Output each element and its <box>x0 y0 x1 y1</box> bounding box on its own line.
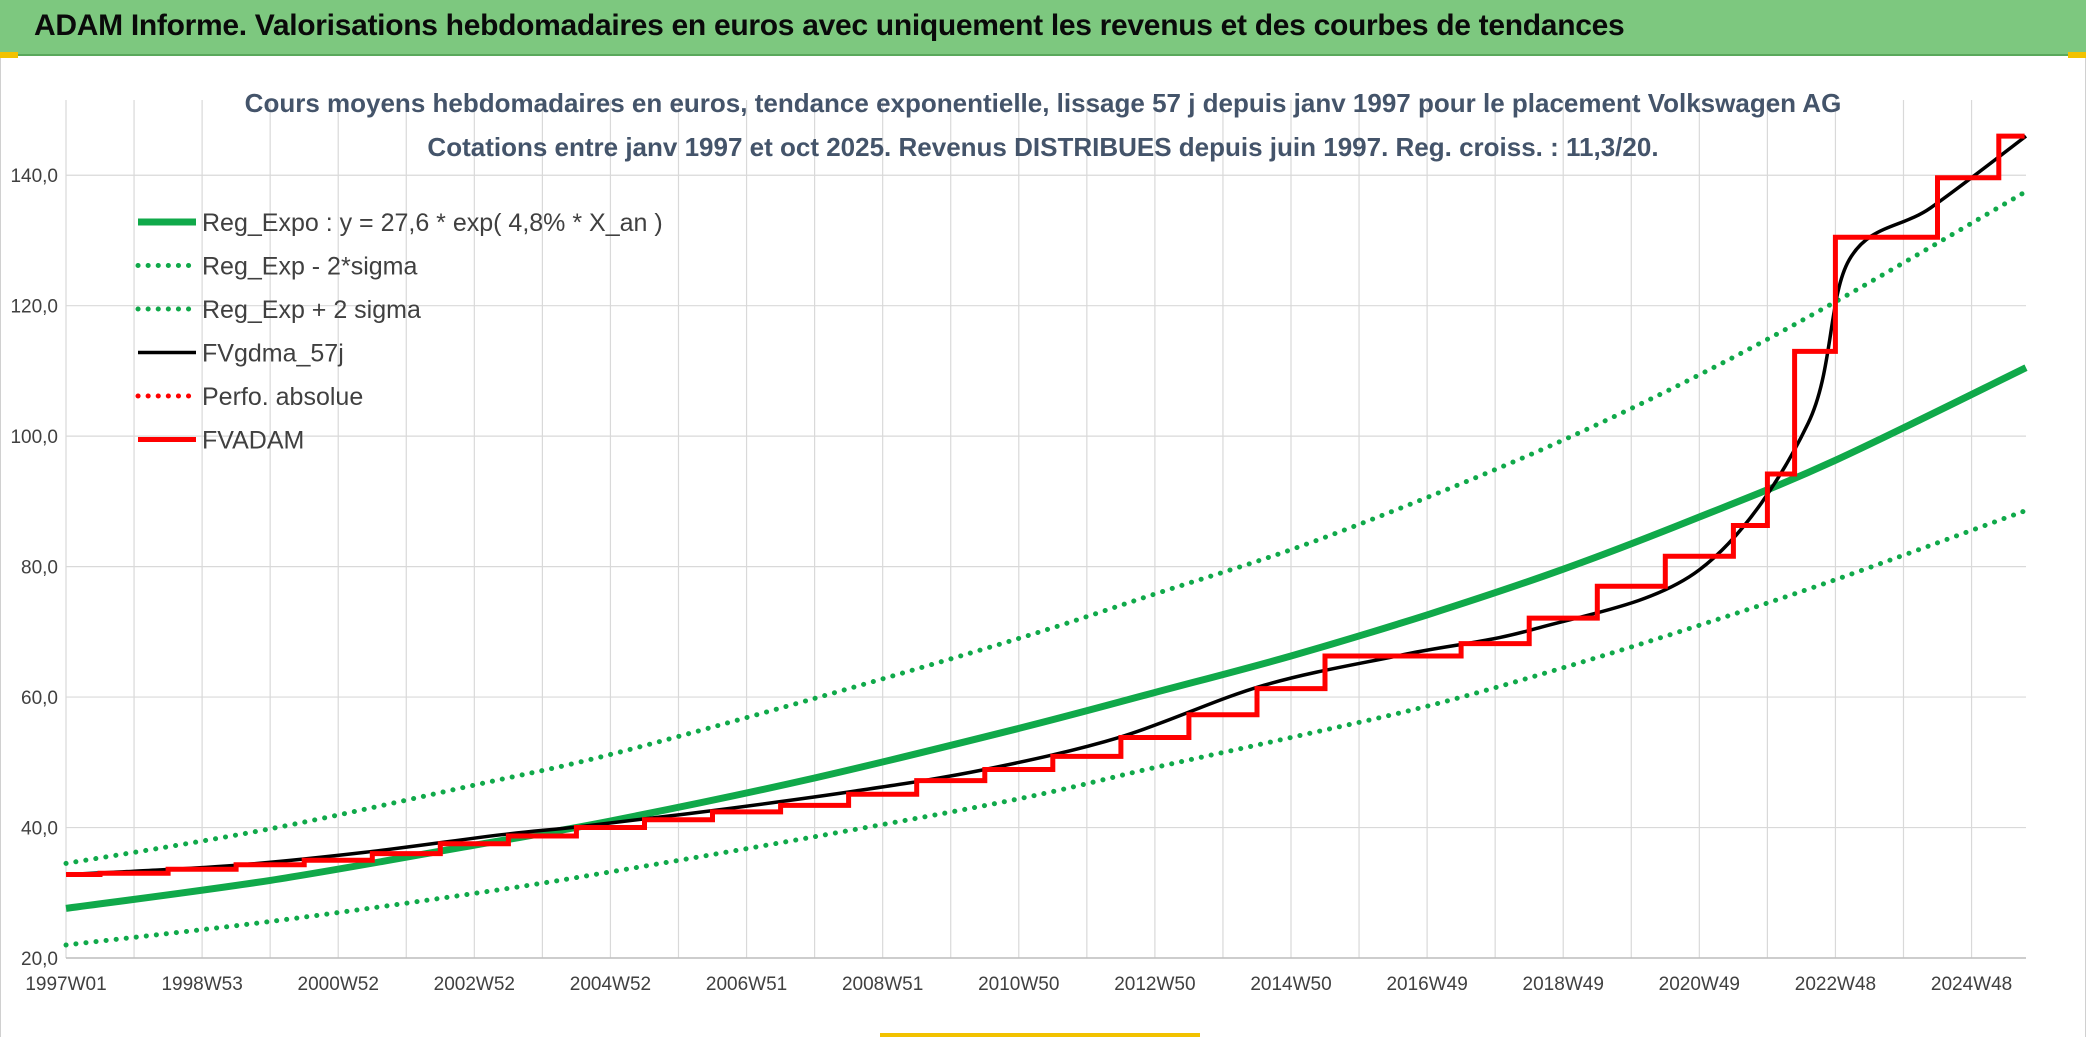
corner-marker-left <box>0 52 18 58</box>
report-banner: ADAM Informe. Valorisations hebdomadaire… <box>0 0 2086 56</box>
x-tick-label: 2024W48 <box>1931 974 2012 995</box>
x-tick-label: 2006W51 <box>706 974 787 995</box>
x-tick-label: 2016W49 <box>1386 974 1467 995</box>
y-tick-label: 60,0 <box>21 688 58 709</box>
x-tick-label: 2014W50 <box>1250 974 1331 995</box>
x-tick-label: 2022W48 <box>1795 974 1876 995</box>
x-tick-label: 2020W49 <box>1659 974 1740 995</box>
chart-subtitle: Cotations entre janv 1997 et oct 2025. R… <box>427 132 1658 162</box>
report-title: ADAM Informe. Valorisations hebdomadaire… <box>34 9 1625 42</box>
legend-label-0: Reg_Expo : y = 27,6 * exp( 4,8% * X_an ) <box>202 209 663 237</box>
series-layer <box>63 133 2029 948</box>
x-tick-label: 2002W52 <box>434 974 515 995</box>
x-tick-label: 2008W51 <box>842 974 923 995</box>
series-line-0 <box>65 364 2028 912</box>
y-tick-label: 80,0 <box>21 558 58 579</box>
series-line-5 <box>66 133 2025 877</box>
legend-label-3: FVgdma_57j <box>202 340 344 368</box>
series-line-1 <box>63 508 2029 948</box>
legend-label-2: Reg_Exp + 2 sigma <box>202 296 421 324</box>
x-tick-label: 2018W49 <box>1523 974 1604 995</box>
y-tick-label: 120,0 <box>10 297 58 318</box>
x-tick-label: 2000W52 <box>298 974 379 995</box>
x-tick-label: 2004W52 <box>570 974 651 995</box>
legend-label-5: FVADAM <box>202 427 304 455</box>
y-tick-label: 20,0 <box>21 949 58 970</box>
y-tick-label: 100,0 <box>10 427 58 448</box>
x-tick-label: 1998W53 <box>161 974 242 995</box>
x-tick-label: 2012W50 <box>1114 974 1195 995</box>
bottom-marker <box>880 1033 1200 1037</box>
legend: Reg_Expo : y = 27,6 * exp( 4,8% * X_an )… <box>135 209 663 455</box>
x-tick-label: 1997W01 <box>25 974 106 995</box>
corner-marker-right <box>2068 52 2086 58</box>
y-tick-label: 40,0 <box>21 819 58 840</box>
series-line-2 <box>63 189 2029 866</box>
x-tick-label: 2010W50 <box>978 974 1059 995</box>
legend-label-4: Perfo. absolue <box>202 383 363 411</box>
grid-layer <box>65 100 2026 959</box>
chart-title: Cours moyens hebdomadaires en euros, ten… <box>245 88 1842 118</box>
axis-layer: 20,0 40,0 60,0 80,0 100,0 120,0 140,0 1997W01 19… <box>10 166 2026 995</box>
legend-label-1: Reg_Exp - 2*sigma <box>202 253 417 281</box>
y-tick-label: 140,0 <box>10 166 58 187</box>
